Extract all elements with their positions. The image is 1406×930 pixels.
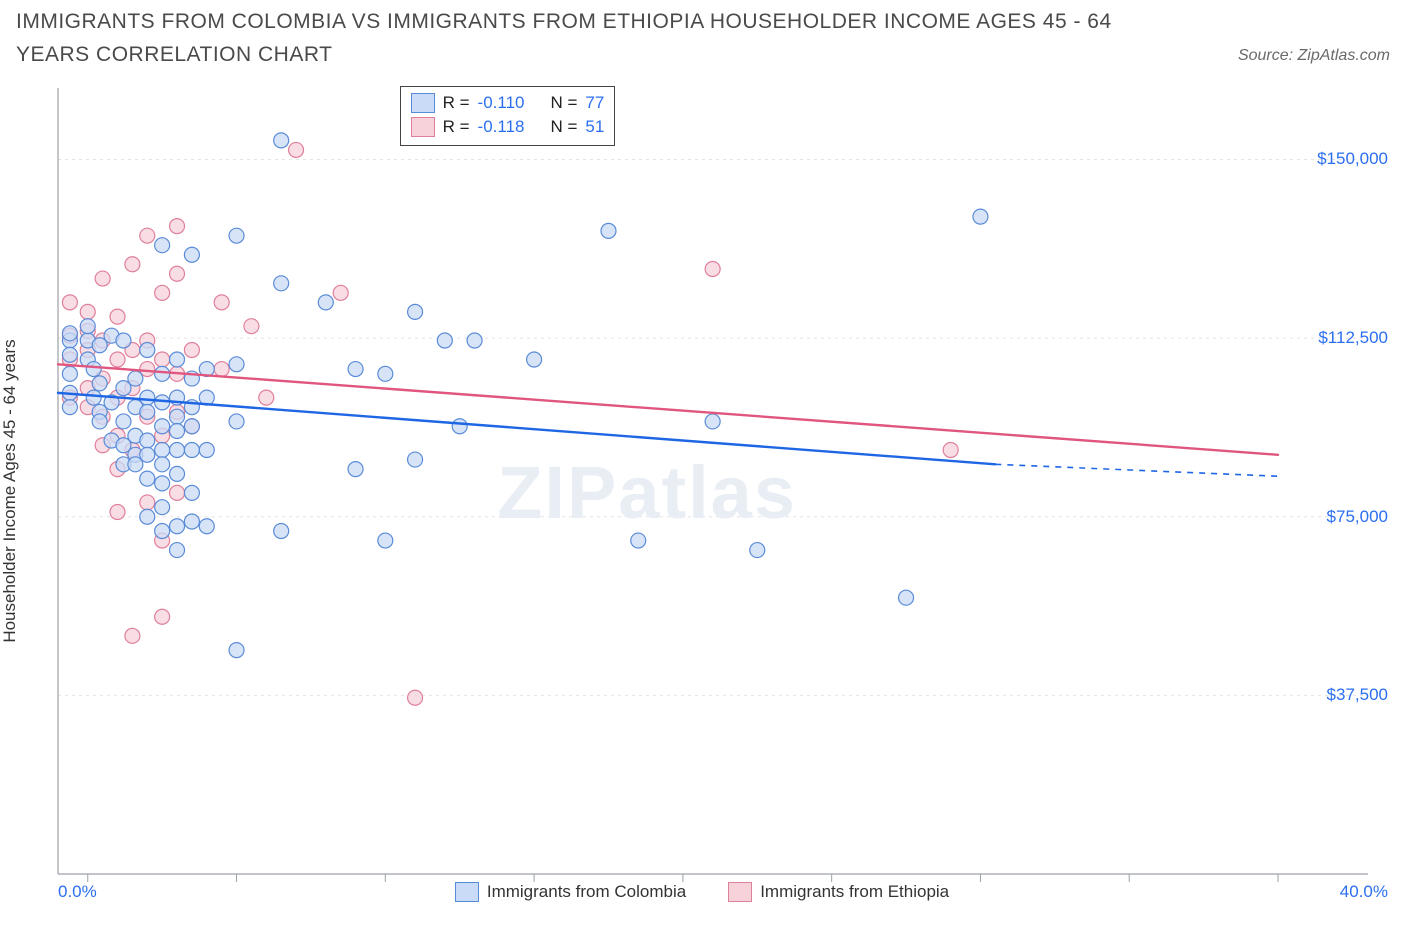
y-axis-label: Householder Income Ages 45 - 64 years bbox=[0, 339, 20, 642]
swatch-icon bbox=[411, 117, 435, 137]
y-tick-label: $112,500 bbox=[1318, 328, 1388, 348]
stats-legend-row: R = -0.110 N = 77 bbox=[411, 91, 605, 115]
source-label: Source: ZipAtlas.com bbox=[1238, 47, 1390, 71]
legend-label: Immigrants from Ethiopia bbox=[760, 882, 949, 902]
n-value: 77 bbox=[585, 91, 604, 115]
r-value: -0.118 bbox=[478, 115, 525, 139]
scatter-chart bbox=[16, 80, 1388, 902]
r-label: R = bbox=[443, 115, 470, 139]
chart-title: IMMIGRANTS FROM COLOMBIA VS IMMIGRANTS F… bbox=[16, 6, 1136, 71]
swatch-icon bbox=[411, 93, 435, 113]
stats-legend: R = -0.110 N = 77 R = -0.118 N = 51 bbox=[400, 86, 616, 146]
y-tick-label: $37,500 bbox=[1327, 685, 1388, 705]
title-row: IMMIGRANTS FROM COLOMBIA VS IMMIGRANTS F… bbox=[16, 6, 1390, 71]
stats-legend-row: R = -0.118 N = 51 bbox=[411, 115, 605, 139]
n-value: 51 bbox=[585, 115, 604, 139]
n-label: N = bbox=[550, 91, 577, 115]
r-value: -0.110 bbox=[478, 91, 525, 115]
r-label: R = bbox=[443, 91, 470, 115]
y-tick-label: $75,000 bbox=[1327, 507, 1388, 527]
plot-area: Householder Income Ages 45 - 64 years ZI… bbox=[16, 80, 1388, 902]
swatch-icon bbox=[728, 882, 752, 902]
legend-label: Immigrants from Colombia bbox=[487, 882, 686, 902]
n-label: N = bbox=[550, 115, 577, 139]
series-legend: Immigrants from Colombia Immigrants from… bbox=[16, 882, 1388, 902]
legend-item-ethiopia: Immigrants from Ethiopia bbox=[728, 882, 949, 902]
y-tick-label: $150,000 bbox=[1317, 149, 1388, 169]
legend-item-colombia: Immigrants from Colombia bbox=[455, 882, 686, 902]
swatch-icon bbox=[455, 882, 479, 902]
